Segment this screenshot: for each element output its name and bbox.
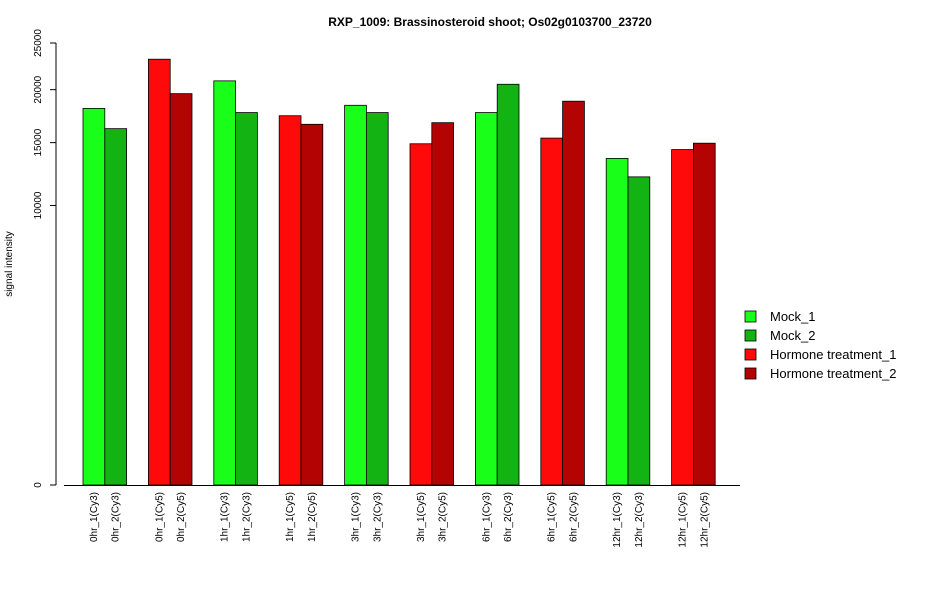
y-tick-label: 10000 [33, 191, 44, 219]
legend-label: Mock_1 [770, 309, 816, 324]
y-tick-label: 15000 [33, 128, 44, 156]
x-tick-label: 0hr_2(Cy3) [111, 492, 122, 542]
x-tick-label: 3hr_2(Cy5) [438, 492, 449, 542]
x-tick-label: 6hr_2(Cy3) [503, 492, 514, 542]
legend-label: Hormone treatment_1 [770, 347, 896, 362]
bar [562, 100, 585, 486]
x-tick-label: 6hr_2(Cy5) [569, 492, 580, 542]
y-axis-label: signal intensity [4, 231, 15, 297]
bar [693, 142, 716, 486]
x-tick-label: 3hr_1(Cy5) [416, 492, 427, 542]
x-tick-label: 12hr_1(Cy5) [678, 492, 689, 548]
x-tick-label: 0hr_1(Cy3) [89, 492, 100, 542]
y-tick-label: 25000 [33, 29, 44, 57]
legend-swatch [744, 310, 757, 323]
bar [278, 115, 302, 486]
x-tick-labels: 0hr_1(Cy3) 0hr_2(Cy3) 0hr_1(Cy5) 0hr_2(Cy5)… [89, 492, 710, 548]
x-tick-label: 1hr_2(Cy3) [242, 492, 253, 542]
x-tick-label: 1hr_2(Cy5) [307, 492, 318, 542]
legend-swatch [744, 348, 757, 361]
bar [627, 176, 651, 486]
bar [344, 104, 367, 486]
bar [213, 80, 237, 486]
x-tick-label: 0hr_2(Cy5) [176, 492, 187, 542]
x-tick-label: 1hr_1(Cy5) [285, 492, 296, 542]
bar [365, 112, 389, 486]
legend-label: Mock_2 [770, 328, 816, 343]
x-tick-label: 12hr_2(Cy3) [634, 492, 645, 548]
legend-label: Hormone treatment_2 [770, 366, 896, 381]
legend: Mock_1 Mock_2 Hormone treatment_1 Hormone t… [744, 309, 896, 381]
bar [104, 128, 128, 486]
y-ticks: 0 10000 15000 20000 25000 [33, 29, 56, 488]
bar [409, 143, 433, 486]
x-tick-label: 3hr_1(Cy3) [351, 492, 362, 542]
x-tick-label: 6hr_1(Cy3) [481, 492, 492, 542]
bar [540, 137, 563, 486]
bars [82, 58, 716, 486]
bar [605, 157, 629, 486]
x-tick-label: 6hr_1(Cy5) [547, 492, 558, 542]
x-tick-label: 3hr_2(Cy3) [372, 492, 383, 542]
bar [300, 123, 324, 486]
x-tick-label: 12hr_1(Cy3) [612, 492, 623, 548]
bar [474, 112, 498, 486]
bar [235, 112, 258, 486]
y-tick-label: 0 [33, 482, 44, 488]
bar [147, 58, 171, 486]
bar [671, 149, 694, 486]
x-tick-label: 1hr_1(Cy3) [220, 492, 231, 542]
x-tick-label: 12hr_2(Cy5) [699, 492, 710, 548]
bar [82, 107, 106, 486]
chart-title: RXP_1009: Brassinosteroid shoot; Os02g01… [328, 15, 652, 29]
legend-swatch [744, 367, 757, 380]
bar [169, 93, 193, 486]
bar [496, 83, 520, 486]
x-tick-label: 0hr_1(Cy5) [154, 492, 165, 542]
legend-swatch [744, 329, 757, 342]
y-tick-label: 20000 [33, 75, 44, 103]
bar [431, 122, 454, 486]
